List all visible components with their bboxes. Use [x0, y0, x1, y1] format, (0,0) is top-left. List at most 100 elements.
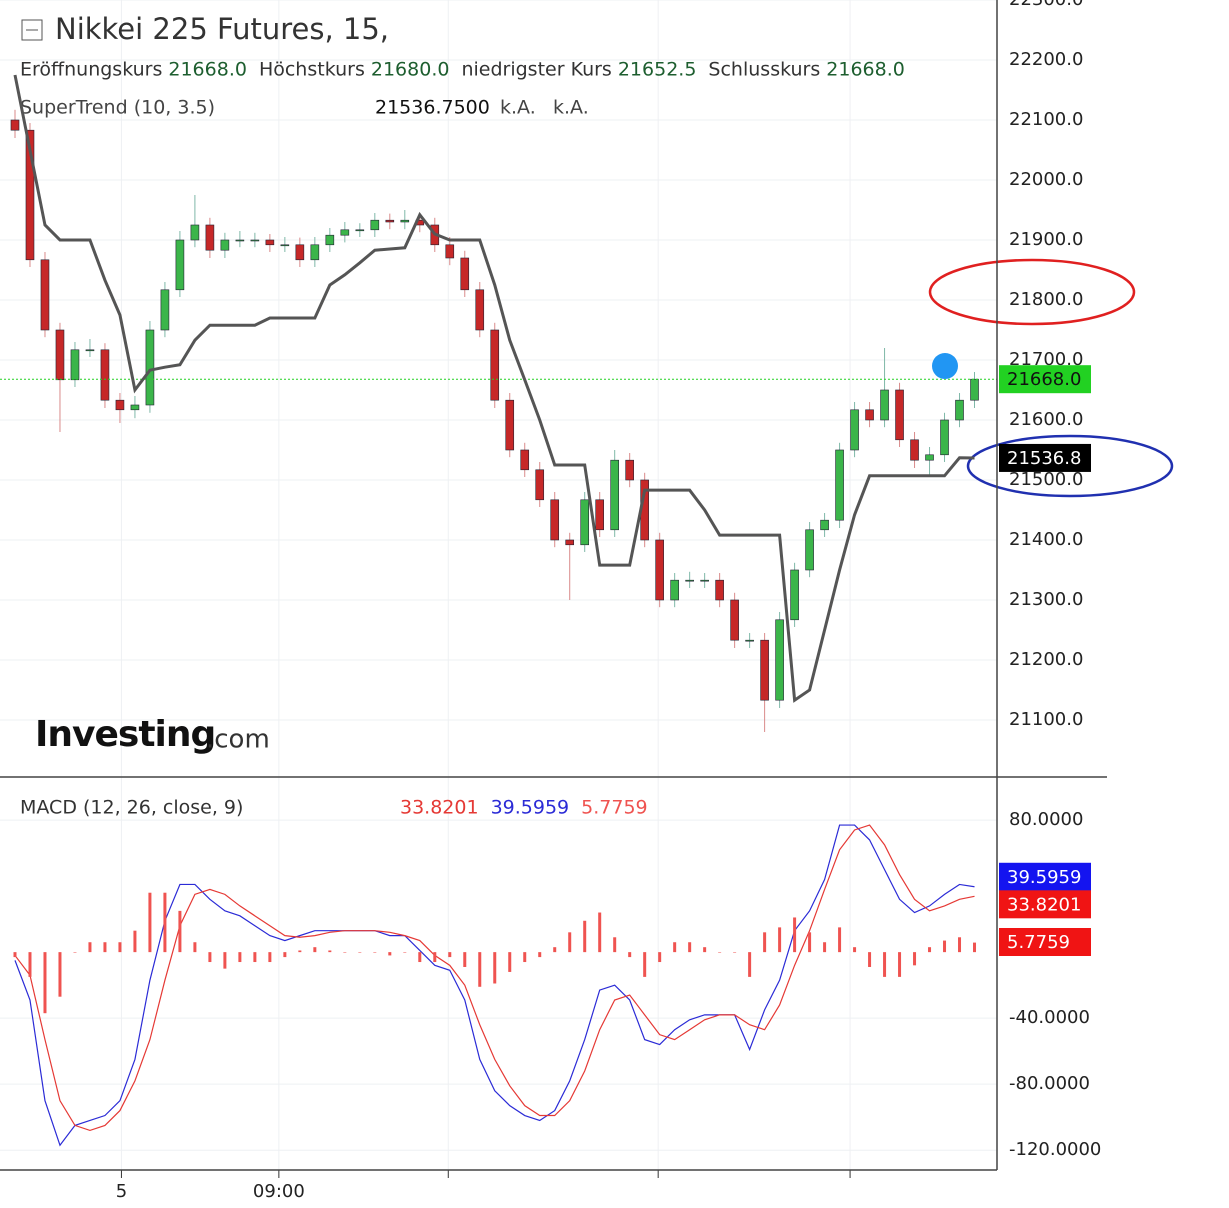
candle-body: [625, 459, 634, 481]
supertrend-price-box-bg: [999, 443, 1091, 472]
candle-body: [940, 419, 949, 456]
histogram-bar: [853, 947, 857, 953]
supertrend-line: [13, 74, 975, 703]
macd-value-box: 33.8201: [1007, 894, 1081, 915]
histogram-bar: [958, 937, 962, 953]
candle-body: [490, 329, 500, 401]
histogram-bar: [748, 952, 752, 977]
candle-body: [880, 389, 889, 421]
histogram-bar: [583, 920, 587, 953]
candle-body: [40, 259, 50, 331]
histogram-bar: [88, 942, 92, 953]
y-tick-label: 80.0000: [1009, 809, 1083, 830]
candle-body: [220, 239, 230, 251]
candle-body: [775, 619, 784, 701]
y-tick-label: 21200.0: [1009, 649, 1083, 670]
histogram-bar: [328, 950, 332, 953]
histogram-bar: [433, 952, 437, 963]
histogram-bar: [778, 927, 782, 953]
histogram-bar: [268, 952, 272, 963]
candle-body: [850, 409, 859, 451]
histogram-bar: [658, 952, 662, 963]
histogram-bar: [208, 952, 212, 963]
histogram-bar: [388, 952, 392, 956]
candle-body: [400, 219, 410, 223]
macd-line: [14, 824, 975, 1147]
candle-body: [310, 244, 320, 261]
histogram-bar: [298, 950, 302, 953]
y-tick-label: 22000.0: [1009, 169, 1083, 190]
candle-body: [580, 499, 590, 546]
macd-value-box-bg: [999, 862, 1091, 891]
ohlc-value: 21668.0: [168, 59, 247, 81]
macd-legend-value: 5.7759: [581, 797, 647, 819]
candle-body: [790, 569, 799, 621]
histogram-bar: [463, 952, 467, 967]
candle-body: [340, 229, 350, 236]
candle-body: [355, 229, 365, 232]
candle-body: [265, 239, 275, 246]
histogram-bar: [913, 952, 917, 966]
x-tick-label: 09:00: [253, 1181, 305, 1202]
x-tick-label: 5: [116, 1181, 127, 1202]
histogram-bar: [343, 952, 347, 953]
histogram-bar: [373, 952, 377, 953]
last-price-box-bg: [999, 365, 1091, 394]
candle-body: [70, 349, 80, 381]
histogram-bar: [688, 942, 692, 953]
y-tick-label: 21900.0: [1009, 229, 1083, 250]
candle-body: [745, 639, 754, 642]
ohlc-label: Schlusskurs: [708, 59, 820, 81]
candle-body: [550, 499, 560, 541]
histogram-bar: [238, 952, 242, 963]
ohlc-label: Höchstkurs: [259, 59, 365, 81]
histogram-bar: [883, 952, 887, 977]
macd-value-box: 5.7759: [1007, 932, 1070, 953]
ohlc-label: niedrigster Kurs: [461, 59, 611, 81]
candle-body: [475, 289, 485, 331]
y-tick-label: 22300.0: [1009, 0, 1083, 10]
histogram-bar: [733, 952, 737, 953]
candle-body: [730, 599, 739, 641]
macd-legend-value: 33.8201: [400, 797, 479, 819]
y-tick-label: 21500.0: [1009, 469, 1083, 490]
y-tick-label: -80.0000: [1009, 1073, 1090, 1094]
indicator-value: k.A.: [500, 97, 536, 119]
candle-body: [190, 224, 200, 241]
candle-body: [460, 257, 470, 291]
ohlc-label: Eröffnungskurs: [20, 59, 162, 81]
y-tick-label: 21400.0: [1009, 529, 1083, 550]
histogram-bar: [943, 940, 947, 953]
candle-body: [25, 129, 35, 261]
candle-body: [595, 499, 604, 531]
candle-body: [295, 244, 305, 261]
candle-body: [130, 404, 140, 411]
histogram-bar: [313, 947, 317, 953]
candle-body: [685, 579, 694, 582]
candle-body: [865, 409, 874, 421]
candle-body: [610, 459, 619, 531]
histogram-bar: [673, 942, 677, 953]
indicator-name: SuperTrend (10, 3.5): [20, 97, 215, 119]
candle-body: [85, 349, 95, 352]
y-tick-label: 21100.0: [1009, 709, 1083, 730]
red-ellipse: [928, 258, 1136, 326]
histogram-bar: [283, 952, 287, 958]
histogram-bar: [928, 947, 932, 953]
histogram-bar: [118, 942, 122, 953]
histogram-bar: [868, 952, 872, 967]
histogram-bar: [898, 952, 902, 977]
collapse-icon[interactable]: [21, 19, 43, 41]
candle-body: [100, 349, 110, 401]
candle-body: [655, 539, 664, 601]
candle-body: [565, 539, 575, 546]
candle-body: [370, 219, 380, 231]
histogram-bar: [43, 952, 47, 1014]
histogram-bar: [553, 947, 557, 953]
logo: Investing: [35, 714, 215, 755]
histogram-bar: [448, 952, 452, 958]
histogram-bar: [253, 952, 257, 963]
candle-body: [520, 449, 530, 471]
